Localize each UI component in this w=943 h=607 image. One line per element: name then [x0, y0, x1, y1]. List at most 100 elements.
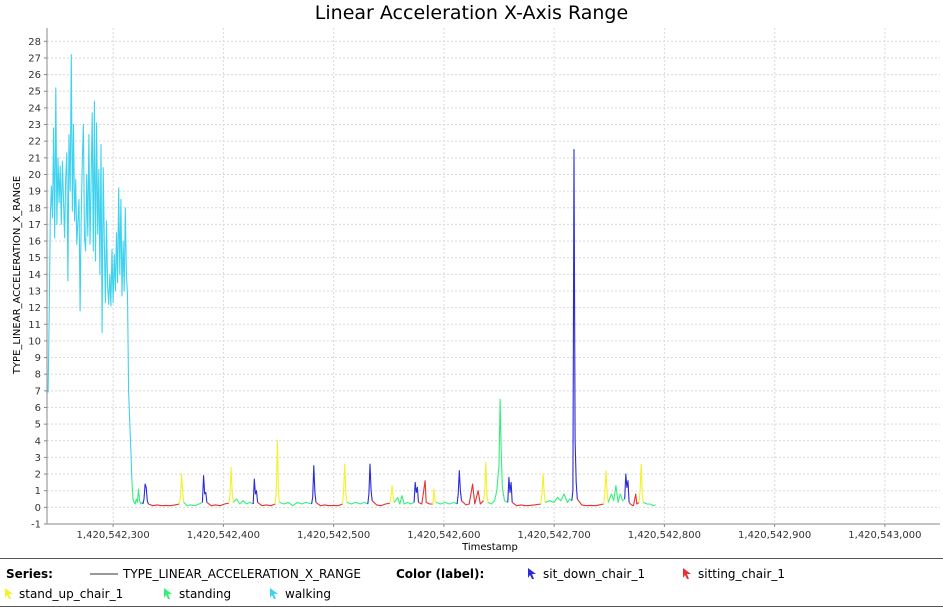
series-segment-sit-down-chair-1: [507, 476, 513, 503]
series-segment-walking: [47, 54, 133, 481]
y-tick-label: 10: [28, 336, 41, 347]
y-tick-label: 4: [35, 436, 41, 447]
legend: Series: TYPE_LINEAR_ACCELERATION_X_RANGE…: [0, 558, 943, 607]
series-segment-sit-down-chair-1: [201, 475, 208, 503]
series-lines: [47, 54, 656, 507]
y-tick-label: 24: [28, 103, 41, 114]
series-segment-standing: [346, 501, 369, 505]
series-segment-sitting-chair-1: [148, 503, 180, 507]
y-tick-label: 23: [28, 120, 41, 131]
series-segment-sitting-chair-1: [576, 498, 604, 507]
series-segment-sit-down-chair-1: [367, 463, 373, 505]
series-segment-standing: [279, 501, 312, 507]
y-tick-label: 22: [28, 137, 41, 148]
series-segment-sit-down-chair-1: [571, 148, 578, 501]
walking-icon: [270, 588, 278, 599]
x-tick-label: 1,420,542,300: [77, 530, 150, 541]
series-segment-standing: [607, 485, 626, 503]
series-segment-stand-up-chair-1: [638, 463, 644, 503]
series-segment-standing: [436, 501, 458, 505]
series-segment-stand-up-chair-1: [432, 488, 437, 505]
y-tick-label: 3: [35, 453, 41, 464]
series-segment-standing: [643, 501, 656, 507]
y-tick-label: 20: [28, 170, 41, 181]
series-segment-stand-up-chair-1: [603, 470, 609, 505]
x-tick-label: 1,420,542,400: [187, 530, 260, 541]
chart-canvas: -101234567891011121314151617181920212223…: [12, 28, 940, 553]
series-segment-standing: [393, 495, 415, 505]
series-segment-stand-up-chair-1: [178, 473, 185, 505]
sit-down-chair-icon: [528, 568, 536, 579]
y-tick-label: 28: [28, 37, 41, 48]
y-tick-label: 18: [28, 203, 41, 214]
y-tick-label: 25: [28, 87, 41, 98]
y-tick-label: 15: [28, 253, 41, 264]
y-tick-label: 16: [28, 237, 41, 248]
legend-item-sitting-chair: sitting_chair_1: [698, 567, 786, 581]
legend-color-heading: Color (label):: [396, 567, 485, 581]
series-segment-sit-down-chair-1: [311, 465, 317, 505]
series-segment-sit-down-chair-1: [456, 470, 463, 505]
legend-series-name: TYPE_LINEAR_ACCELERATION_X_RANGE: [123, 567, 361, 581]
legend-item-standing: standing: [179, 587, 232, 601]
y-tick-label: 11: [28, 320, 41, 331]
series-segment-standing: [232, 498, 254, 505]
x-tick-label: 1,420,542,600: [407, 530, 480, 541]
series-line-swatch: [90, 573, 118, 575]
y-tick-label: -1: [31, 520, 41, 531]
stand-up-chair-icon: [5, 588, 13, 599]
series-segment-sit-down-chair-1: [624, 473, 630, 503]
series-segment-standing: [545, 493, 573, 503]
y-tick-label: 19: [28, 187, 41, 198]
series-segment-standing: [487, 398, 509, 505]
standing-icon: [164, 588, 172, 599]
y-tick-label: 21: [28, 153, 41, 164]
x-axis-label: Timestamp: [461, 542, 518, 553]
chart-title: Linear Acceleration X-Axis Range: [314, 2, 629, 24]
series-segment-sit-down-chair-1: [142, 483, 149, 505]
series-segment-stand-up-chair-1: [389, 485, 395, 504]
series-segment-stand-up-chair-1: [341, 463, 348, 505]
x-tick-label: 1,420,542,900: [738, 530, 811, 541]
legend-item-sit-down-chair: sit_down_chair_1: [543, 567, 646, 581]
series-segment-standing: [131, 480, 144, 505]
series-segment-standing: [183, 501, 203, 507]
series-segment-sitting-chair-1: [371, 500, 390, 507]
series-segment-stand-up-chair-1: [540, 473, 546, 505]
series-segment-sitting-chair-1: [257, 501, 276, 507]
legend-item-stand-up-chair: stand_up_chair_1: [19, 587, 124, 601]
legend-series-heading: Series:: [6, 567, 53, 581]
y-tick-label: 1: [35, 486, 41, 497]
y-tick-label: 5: [35, 420, 41, 431]
y-tick-label: 0: [35, 503, 41, 514]
series-segment-sitting-chair-1: [315, 501, 343, 507]
x-tick-label: 1,420,543,000: [848, 530, 921, 541]
y-tick-label: 14: [28, 270, 41, 281]
series-segment-sitting-chair-1: [511, 501, 541, 507]
y-tick-label: 7: [35, 386, 41, 397]
series-segment-sitting-chair-1: [418, 480, 433, 505]
y-tick-label: 26: [28, 70, 41, 81]
series-segment-stand-up-chair-1: [483, 461, 489, 503]
x-tick-label: 1,420,542,700: [518, 530, 591, 541]
series-segment-sit-down-chair-1: [252, 478, 259, 505]
x-axis-ticks: 1,420,542,300 1,420,542,400 1,420,542,500 1…: [77, 524, 921, 541]
y-tick-label: 9: [35, 353, 41, 364]
series-segment-stand-up-chair-1: [274, 440, 281, 505]
x-tick-label: 1,420,542,500: [297, 530, 370, 541]
y-axis-label: TYPE_LINEAR_ACCELERATION_X_RANGE: [12, 176, 23, 375]
series-segment-sitting-chair-1: [628, 493, 640, 507]
y-axis-ticks: -101234567891011121314151617181920212223…: [28, 37, 47, 531]
y-tick-label: 13: [28, 286, 41, 297]
y-tick-label: 12: [28, 303, 41, 314]
series-segment-sitting-chair-1: [461, 483, 484, 506]
y-tick-label: 27: [28, 53, 41, 64]
y-tick-label: 6: [35, 403, 41, 414]
y-tick-label: 8: [35, 370, 41, 381]
series-segment-stand-up-chair-1: [228, 466, 234, 504]
series-segment-sitting-chair-1: [206, 501, 229, 507]
y-tick-label: 2: [35, 470, 41, 481]
legend-item-walking: walking: [285, 587, 332, 601]
sitting-chair-icon: [683, 568, 691, 579]
x-tick-label: 1,420,542,800: [628, 530, 701, 541]
